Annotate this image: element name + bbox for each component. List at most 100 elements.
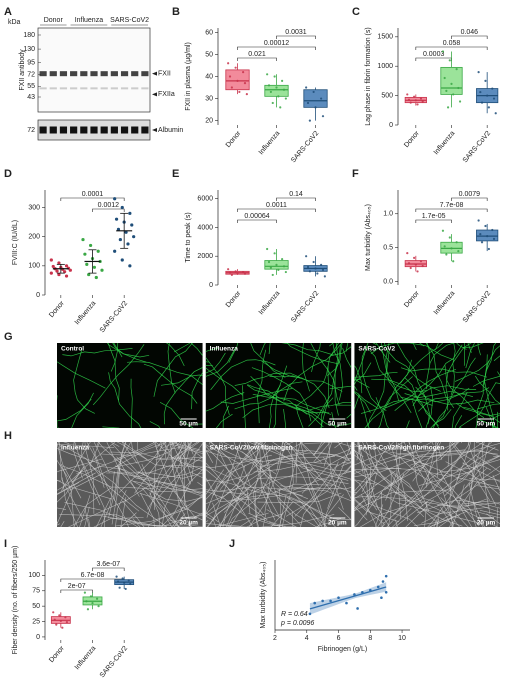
y-axis-label: Time to peak (s): [185, 212, 192, 262]
fiber: [205, 465, 230, 478]
band-faint: [49, 87, 57, 90]
y-tick-label: 75: [32, 588, 40, 595]
point: [376, 585, 380, 589]
y-tick-label: 60: [205, 29, 213, 36]
point: [284, 270, 287, 274]
fiber: [155, 442, 195, 470]
fiber: [323, 442, 333, 467]
fiber: [286, 343, 339, 365]
fiber: [396, 343, 430, 424]
fiber: [112, 343, 147, 363]
fiber: [163, 482, 203, 493]
point: [448, 236, 451, 239]
panel-letter: A: [4, 6, 12, 18]
fiber: [279, 488, 282, 527]
fiber: [462, 343, 484, 348]
band: [110, 71, 118, 77]
point: [113, 197, 117, 201]
fiber: [184, 443, 203, 459]
fiber: [332, 343, 343, 401]
fiber: [468, 482, 484, 527]
fiber: [387, 474, 392, 527]
fiber: [475, 375, 501, 404]
point: [448, 59, 451, 62]
fiber: [412, 442, 441, 482]
fiber: [354, 443, 424, 507]
fiber: [79, 495, 91, 527]
fiber: [205, 449, 214, 463]
fiber: [451, 442, 492, 471]
fiber: [450, 343, 456, 396]
comparison-label: 2e-07: [68, 583, 86, 590]
fiber: [161, 476, 180, 527]
scale-label: 20 µm: [179, 520, 198, 527]
x-tick-label: Donor: [225, 289, 243, 309]
fiber: [438, 516, 453, 527]
fiber: [383, 453, 462, 524]
fiber: [295, 442, 297, 483]
fiber: [150, 488, 203, 492]
fiber: [308, 402, 352, 411]
fiber: [417, 499, 501, 514]
fiber: [440, 497, 469, 527]
fiber: [112, 443, 203, 497]
fiber: [356, 442, 361, 461]
fiber: [130, 378, 133, 428]
fiber: [372, 343, 377, 346]
point: [59, 619, 62, 623]
comparison-label: 0.0003: [423, 51, 445, 58]
fiber: [172, 442, 186, 462]
band-arrow: [152, 92, 157, 97]
point: [243, 272, 247, 275]
y-tick-label: 100: [28, 263, 40, 270]
fiber: [262, 513, 267, 527]
fiber: [431, 450, 501, 457]
point: [494, 112, 497, 115]
fiber: [424, 501, 428, 527]
point: [269, 266, 272, 269]
point: [277, 268, 280, 271]
comparison-bracket: [92, 567, 125, 571]
fiber: [57, 472, 96, 495]
band-albumin: [131, 126, 139, 134]
fiber: [429, 510, 468, 527]
fiber: [254, 490, 258, 527]
fiber: [184, 462, 203, 471]
fiber: [159, 401, 194, 428]
fiber: [354, 479, 378, 485]
fiber: [229, 479, 259, 527]
fiber: [251, 367, 312, 422]
point: [68, 268, 72, 272]
fiber: [412, 400, 423, 428]
fiber: [408, 442, 430, 512]
fiber: [93, 517, 144, 527]
fiber: [354, 346, 368, 383]
fiber: [320, 366, 330, 428]
y-tick-label: 50: [205, 51, 213, 58]
fiber: [331, 412, 336, 428]
fiber: [463, 406, 501, 423]
panel-letter: E: [172, 168, 179, 180]
fiber: [93, 442, 110, 473]
fiber: [170, 443, 203, 453]
point: [64, 274, 69, 278]
fiber: [107, 343, 120, 401]
comparison-label: 0.058: [443, 40, 461, 47]
fiber: [57, 458, 103, 473]
point: [234, 270, 237, 273]
fiber: [80, 459, 105, 527]
fiber: [205, 477, 219, 502]
fiber: [205, 352, 226, 374]
fiber: [248, 442, 286, 527]
fiber: [477, 403, 501, 410]
point: [281, 257, 284, 261]
fiber: [384, 442, 460, 491]
point: [273, 252, 276, 255]
x-tick-label: 10: [398, 635, 406, 642]
fiber: [57, 421, 58, 428]
band-faint: [90, 87, 98, 90]
point: [238, 90, 241, 94]
point: [234, 66, 237, 69]
fiber: [149, 421, 161, 428]
point: [242, 70, 245, 74]
